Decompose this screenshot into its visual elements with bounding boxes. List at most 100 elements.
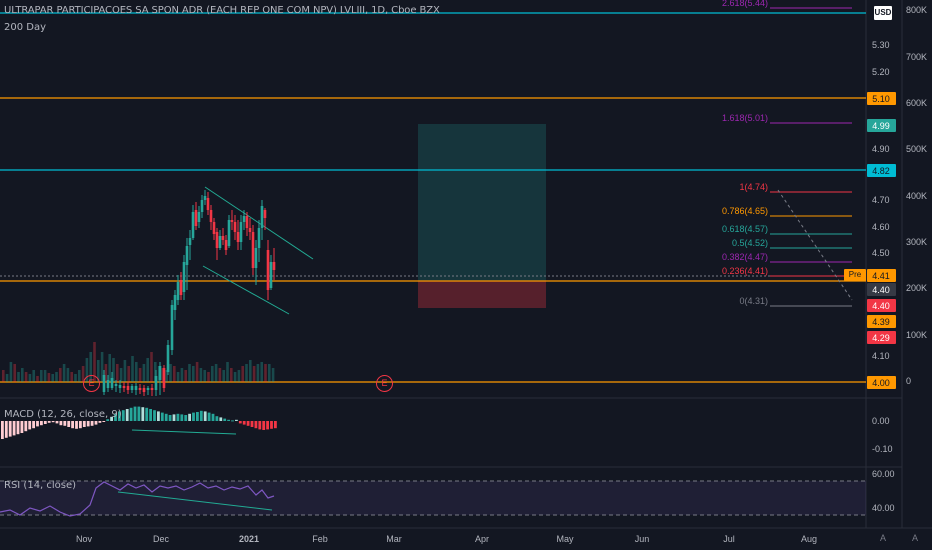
candle-body [224, 240, 228, 250]
candle-body [212, 222, 216, 234]
macd-axis-tick: 0.00 [872, 416, 890, 426]
macd-histogram-bar [51, 421, 55, 423]
price-badge-label: 5.10 [872, 94, 890, 104]
macd-histogram-bar [180, 414, 184, 421]
candle-body [257, 228, 261, 248]
macd-histogram-bar [16, 421, 20, 435]
fib-level-label: 0.618(4.57) [722, 224, 768, 234]
moving-average-label[interactable]: 200 Day [4, 22, 47, 33]
macd-histogram-bar [176, 413, 180, 421]
macd-histogram-bar [102, 421, 106, 422]
volume-bar [260, 362, 263, 382]
price-badge-label: 4.39 [872, 317, 890, 327]
price-axis-tick: 5.20 [872, 67, 890, 77]
candle-body [203, 196, 207, 200]
volume-bar [192, 366, 195, 382]
volume-bar [70, 372, 73, 382]
candle-body [266, 250, 270, 290]
macd-axis-tick: -0.10 [872, 444, 893, 454]
currency-badge[interactable]: USD [874, 6, 892, 20]
price-badge-label: 4.40 [872, 301, 890, 311]
volume-bar [32, 370, 35, 382]
price-badge-label: 4.41 [872, 271, 890, 281]
volume-bar [222, 370, 225, 382]
candle-body [245, 216, 249, 228]
macd-histogram-bar [223, 418, 227, 421]
volume-bar [138, 368, 142, 382]
volume-bar [43, 370, 47, 382]
volume-bar [211, 366, 214, 382]
volume-axis-tick: 500K [906, 144, 927, 154]
volume-bar [135, 362, 138, 382]
macd-histogram-bar [137, 406, 141, 421]
auto-scale-button[interactable]: A [912, 533, 919, 543]
candle-body [233, 222, 237, 232]
volume-axis-tick: 0 [906, 376, 911, 386]
macd-histogram-bar [254, 421, 258, 429]
macd-histogram-bar [258, 421, 262, 430]
candle-body [242, 216, 246, 222]
volume-bar [237, 370, 241, 382]
fib-level-label: 0(4.31) [739, 296, 768, 306]
volume-bar [264, 364, 267, 382]
volume-bar [256, 364, 260, 382]
candle-body [191, 212, 195, 238]
volume-bar [169, 364, 172, 382]
candle-body [185, 246, 189, 265]
macd-histogram-bar [43, 421, 47, 424]
volume-bar [127, 366, 130, 382]
candle-body [158, 366, 162, 380]
earnings-marker[interactable]: E [83, 375, 100, 392]
candle-body [122, 386, 126, 388]
rsi-axis-tick: 40.00 [872, 503, 895, 513]
volume-axis-tick: 100K [906, 330, 927, 340]
macd-histogram-bar [114, 413, 117, 421]
macd-histogram-bar [63, 421, 67, 426]
macd-histogram-bar [145, 407, 149, 421]
fib-level-label: 0.236(4.41) [722, 266, 768, 276]
earnings-marker[interactable]: E [376, 375, 393, 392]
candle-body [269, 262, 273, 288]
volume-bar [51, 374, 54, 382]
macd-histogram-bar [270, 421, 273, 429]
price-badge [867, 299, 896, 312]
macd-histogram-bar [231, 420, 234, 422]
volume-bar [28, 374, 32, 382]
candle-body [102, 375, 106, 392]
macd-histogram-bar [94, 421, 98, 425]
time-axis-tick: 2021 [239, 534, 259, 544]
macd-histogram-bar [262, 421, 266, 430]
macd-histogram-bar [242, 421, 246, 425]
time-axis-tick: May [556, 534, 574, 544]
volume-bar [268, 364, 271, 382]
stop-zone [418, 281, 546, 308]
macd-histogram-bar [153, 410, 156, 421]
volume-bar [207, 372, 210, 382]
price-badge [867, 164, 896, 177]
macd-histogram-bar [1, 421, 4, 439]
candle-body [260, 206, 264, 228]
volume-bar [81, 366, 85, 382]
macd-histogram-bar [40, 421, 43, 426]
macd-histogram-bar [98, 421, 102, 423]
time-axis-tick: Nov [76, 534, 93, 544]
rsi-label[interactable]: RSI (14, close) [4, 480, 77, 491]
candle-body [130, 386, 134, 390]
volume-bar [2, 370, 5, 382]
macd-histogram-bar [184, 415, 188, 421]
volume-bar [230, 368, 233, 382]
macd-histogram-bar [110, 416, 113, 421]
log-scale-button[interactable]: A [880, 533, 887, 543]
price-axis-tick: 5.30 [872, 40, 890, 50]
macd-histogram-bar [32, 421, 35, 429]
candle-body [263, 210, 267, 218]
macd-histogram-bar [250, 421, 254, 427]
price-axis-tick: 4.70 [872, 195, 890, 205]
candle-body [138, 388, 142, 390]
macd-label[interactable]: MACD (12, 26, close, 9) [4, 409, 122, 420]
volume-bar [97, 360, 100, 382]
candle-body [236, 232, 240, 242]
volume-bar [241, 366, 244, 382]
macd-histogram-bar [227, 419, 230, 421]
